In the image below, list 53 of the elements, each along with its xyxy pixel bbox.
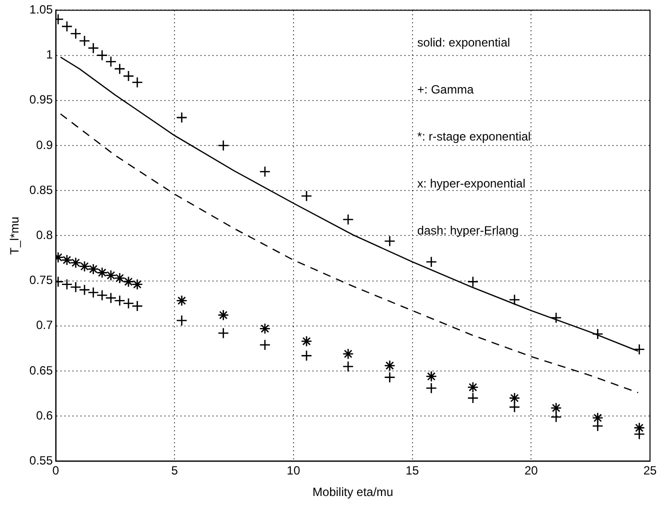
y-tick-label: 0.7 bbox=[36, 318, 54, 332]
x-tick-label: 20 bbox=[524, 464, 538, 478]
point bbox=[342, 348, 354, 360]
y-tick-label: 0.8 bbox=[36, 228, 54, 242]
x-tick-label: 25 bbox=[643, 464, 657, 478]
x-axis-title: Mobility eta/mu bbox=[312, 485, 394, 500]
point bbox=[88, 263, 99, 275]
point bbox=[467, 392, 479, 404]
point bbox=[300, 336, 312, 347]
x-tick-label: 5 bbox=[171, 464, 178, 478]
point bbox=[467, 382, 479, 393]
y-tick-label: 0.85 bbox=[29, 182, 54, 197]
y-tick-label: 1.05 bbox=[29, 2, 54, 17]
point bbox=[259, 322, 271, 334]
point bbox=[61, 254, 73, 266]
annotation: dash: hyper-Erlang bbox=[417, 224, 519, 238]
y-tick-label: 0.75 bbox=[29, 273, 54, 288]
point bbox=[176, 294, 188, 306]
y-tick-label: 1 bbox=[46, 48, 54, 62]
point bbox=[70, 257, 82, 268]
y-axis-title: T_l*mu bbox=[8, 216, 22, 255]
y-tick-label: 0.55 bbox=[29, 454, 54, 468]
point bbox=[105, 270, 117, 282]
y-tick-label: 0.9 bbox=[36, 138, 54, 152]
x-tick-label: 15 bbox=[406, 464, 420, 478]
y-tick-label: 0.95 bbox=[29, 92, 54, 107]
point bbox=[96, 267, 108, 278]
x-tick-label: 10 bbox=[286, 464, 300, 478]
point bbox=[426, 370, 437, 382]
point bbox=[78, 260, 90, 272]
point bbox=[592, 412, 604, 424]
y-tick-label: 0.6 bbox=[36, 408, 54, 422]
point bbox=[550, 402, 562, 414]
annotation: solid: exponential bbox=[417, 36, 510, 50]
annotation: *: r-stage exponential bbox=[417, 130, 531, 144]
point bbox=[218, 309, 229, 321]
point bbox=[122, 70, 134, 82]
point bbox=[342, 360, 354, 372]
point bbox=[384, 360, 396, 372]
point bbox=[550, 411, 562, 423]
point bbox=[342, 214, 354, 226]
point bbox=[300, 190, 312, 202]
point bbox=[132, 278, 143, 290]
point bbox=[105, 292, 117, 304]
y-tick-label: 0.65 bbox=[29, 363, 54, 378]
x-tick-label: 0 bbox=[52, 464, 60, 478]
annotation: +: Gamma bbox=[417, 82, 474, 97]
point bbox=[61, 20, 73, 32]
point bbox=[508, 392, 520, 404]
point bbox=[508, 401, 520, 413]
annotation: x: hyper-exponential bbox=[417, 176, 526, 191]
point bbox=[114, 272, 126, 284]
point bbox=[122, 276, 134, 288]
